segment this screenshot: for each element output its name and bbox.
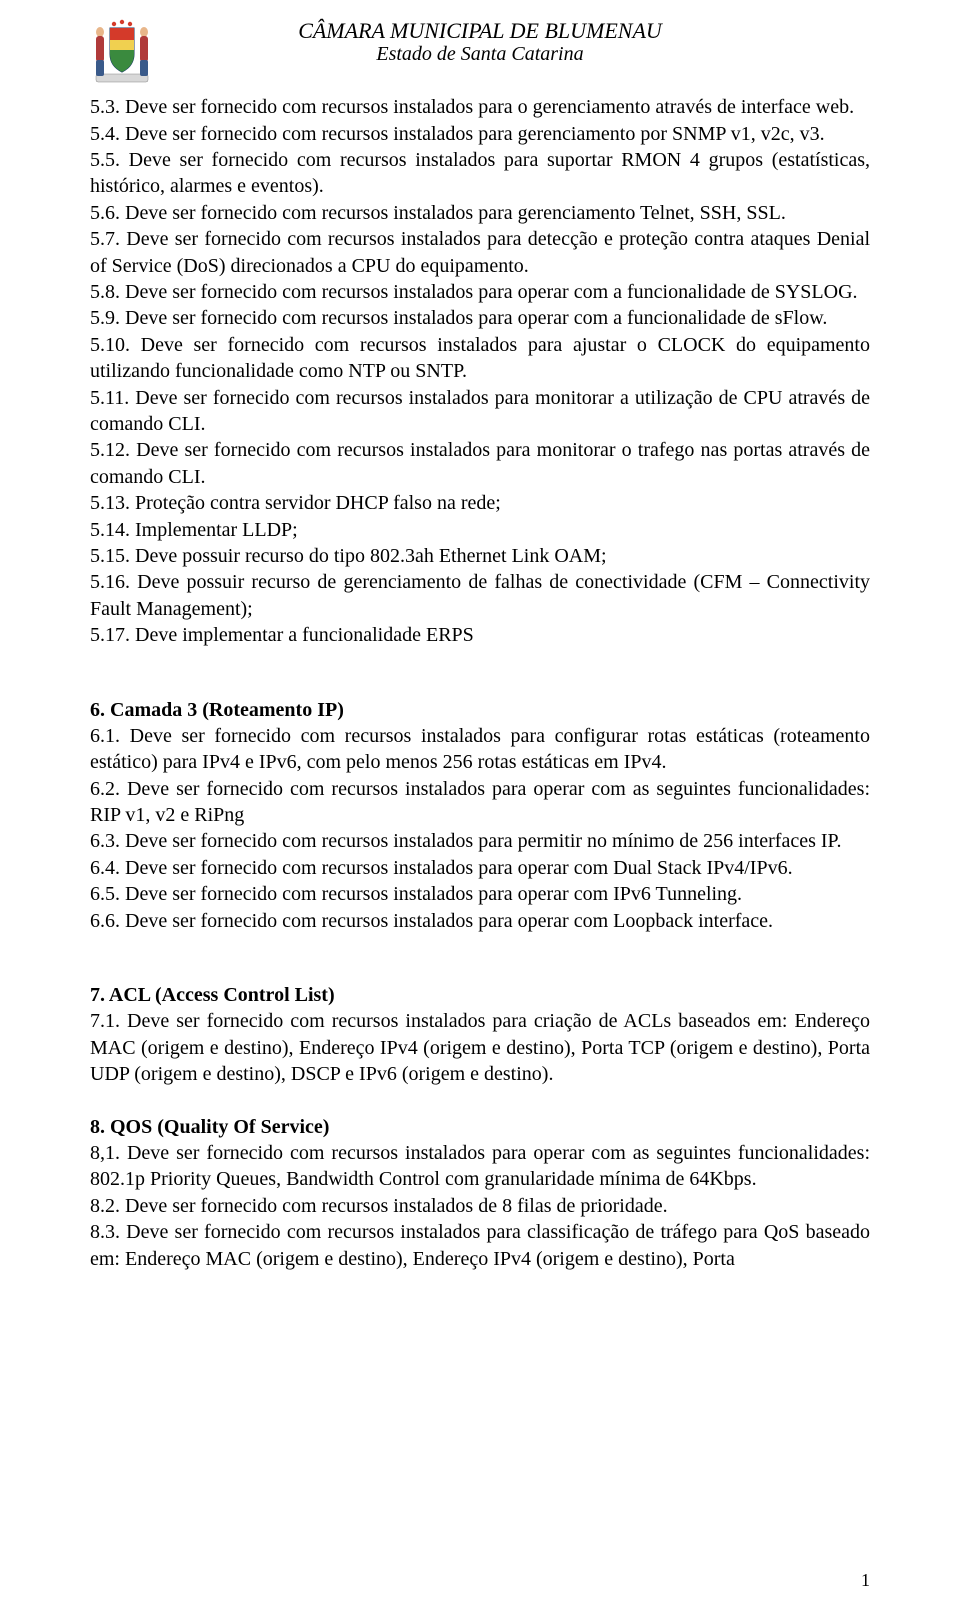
paragraph: 6.4. Deve ser fornecido com recursos ins… xyxy=(90,855,870,881)
document-header: CÂMARA MUNICIPAL DE BLUMENAU Estado de S… xyxy=(90,18,870,66)
page-number: 1 xyxy=(861,1570,870,1591)
paragraph: 5.12. Deve ser fornecido com recursos in… xyxy=(90,437,870,490)
section-spacer xyxy=(90,649,870,697)
paragraph: 5.15. Deve possuir recurso do tipo 802.3… xyxy=(90,543,870,569)
paragraph: 6.1. Deve ser fornecido com recursos ins… xyxy=(90,723,870,776)
header-subtitle: Estado de Santa Catarina xyxy=(90,43,870,66)
paragraph: 5.5. Deve ser fornecido com recursos ins… xyxy=(90,147,870,200)
paragraph: 5.6. Deve ser fornecido com recursos ins… xyxy=(90,200,870,226)
paragraph: 6.6. Deve ser fornecido com recursos ins… xyxy=(90,908,870,934)
section-spacer xyxy=(90,934,870,982)
paragraph: 6.2. Deve ser fornecido com recursos ins… xyxy=(90,776,870,829)
coat-of-arms-icon xyxy=(90,10,154,84)
section-heading: 7. ACL (Access Control List) xyxy=(90,982,870,1008)
paragraph: 5.10. Deve ser fornecido com recursos in… xyxy=(90,332,870,385)
paragraph: 8.2. Deve ser fornecido com recursos ins… xyxy=(90,1193,870,1219)
paragraph: 5.3. Deve ser fornecido com recursos ins… xyxy=(90,94,870,120)
document-body: 5.3. Deve ser fornecido com recursos ins… xyxy=(90,94,870,1272)
paragraph: 8,1. Deve ser fornecido com recursos ins… xyxy=(90,1140,870,1193)
paragraph: 5.7. Deve ser fornecido com recursos ins… xyxy=(90,226,870,279)
paragraph: 8.3. Deve ser fornecido com recursos ins… xyxy=(90,1219,870,1272)
paragraph: 5.9. Deve ser fornecido com recursos ins… xyxy=(90,305,870,331)
section-spacer xyxy=(90,1088,870,1114)
paragraph: 7.1. Deve ser fornecido com recursos ins… xyxy=(90,1008,870,1087)
paragraph: 6.5. Deve ser fornecido com recursos ins… xyxy=(90,881,870,907)
section-heading: 8. QOS (Quality Of Service) xyxy=(90,1114,870,1140)
section-heading: 6. Camada 3 (Roteamento IP) xyxy=(90,697,870,723)
paragraph: 5.13. Proteção contra servidor DHCP fals… xyxy=(90,490,870,516)
paragraph: 6.3. Deve ser fornecido com recursos ins… xyxy=(90,828,870,854)
paragraph: 5.8. Deve ser fornecido com recursos ins… xyxy=(90,279,870,305)
paragraph: 5.16. Deve possuir recurso de gerenciame… xyxy=(90,569,870,622)
paragraph: 5.11. Deve ser fornecido com recursos in… xyxy=(90,385,870,438)
paragraph: 5.17. Deve implementar a funcionalidade … xyxy=(90,622,870,648)
header-title: CÂMARA MUNICIPAL DE BLUMENAU xyxy=(90,18,870,43)
document-page: CÂMARA MUNICIPAL DE BLUMENAU Estado de S… xyxy=(0,0,960,1617)
paragraph: 5.14. Implementar LLDP; xyxy=(90,517,870,543)
paragraph: 5.4. Deve ser fornecido com recursos ins… xyxy=(90,121,870,147)
